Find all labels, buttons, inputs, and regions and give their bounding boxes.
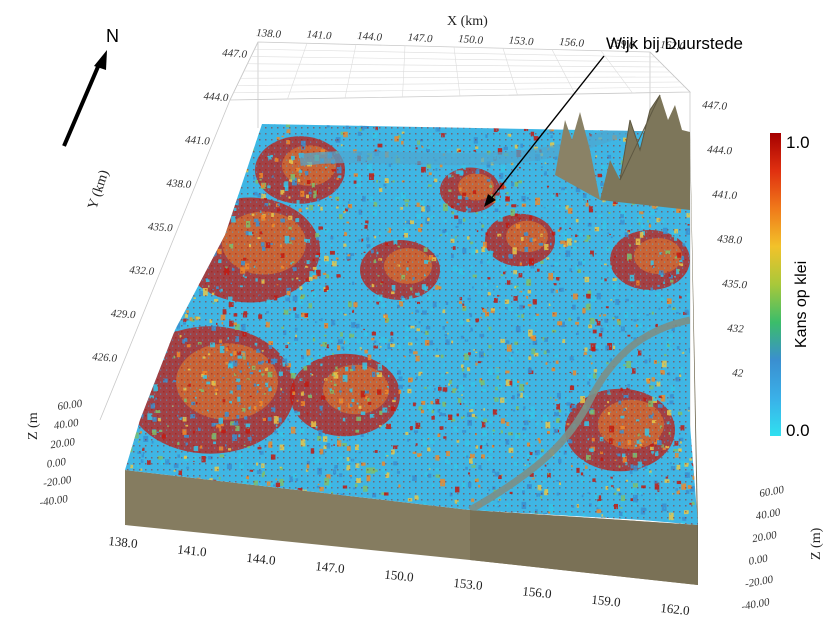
x-tick-bottom: 144.0: [246, 550, 277, 568]
y-tick-right: 435.0: [722, 278, 748, 292]
x-tick-top: 150.0: [458, 33, 484, 47]
y-tick-right: 444.0: [707, 144, 733, 158]
x-tick-bottom: 138.0: [108, 533, 139, 551]
x-tick-bottom: 162.0: [660, 600, 691, 617]
x-tick-top: 144.0: [357, 30, 383, 44]
colorbar-title: Kans op klei: [793, 261, 810, 348]
y-tick-right: 432: [727, 322, 745, 335]
z-tick-right: -40.00: [740, 596, 771, 613]
z-tick-left: 60.00: [57, 398, 84, 413]
y-tick-left: 441.0: [185, 134, 211, 148]
y-tick-right: 441.0: [712, 188, 738, 202]
colorbar-max-label: 1.0: [786, 133, 810, 152]
front-wall-shade: [470, 510, 698, 585]
x-axis-bottom-ticks: 138.0 141.0 144.0 147.0 150.0 153.0 156.0 159.0…: [108, 533, 691, 617]
x-tick-top: 156.0: [559, 36, 585, 50]
right-wall: [690, 132, 698, 585]
x-axis-top-ticks: 138.0 141.0 144.0 147.0 150.0 153.0 156.0 159.0…: [256, 27, 686, 53]
z-tick-left: -40.00: [39, 493, 69, 509]
z-axis-left-ticks: 60.00 40.00 20.00 0.00 -20.00 -40.00: [39, 398, 84, 509]
y-tick-left: 438.0: [166, 177, 192, 191]
y-tick-left: 426.0: [92, 351, 118, 365]
colorbar: 1.0 0.0 Kans op klei: [770, 133, 810, 440]
z-tick-left: 40.00: [53, 417, 80, 432]
north-arrow: N: [62, 26, 119, 147]
z-tick-right: -20.00: [744, 574, 775, 591]
north-label: N: [106, 26, 119, 46]
y-tick-left: 432.0: [129, 264, 155, 278]
z-axis-title-left: Z (m: [26, 412, 41, 440]
colorbar-bar: [770, 133, 781, 436]
x-tick-top: 162.0: [660, 39, 686, 53]
x-tick-bottom: 153.0: [453, 575, 484, 593]
y-tick-right: 42: [732, 367, 744, 380]
x-tick-top: 147.0: [407, 32, 433, 46]
y-tick-left: 444.0: [203, 90, 229, 104]
x-tick-top: 138.0: [256, 27, 282, 41]
annotation-label: Wijk bij Duurstede: [606, 34, 743, 53]
x-tick-top: 159.0: [609, 38, 635, 52]
z-axis-right-ticks: 60.00 40.00 20.00 0.00 -20.00 -40.00: [740, 484, 785, 613]
x-tick-bottom: 147.0: [315, 558, 346, 576]
x-tick-bottom: 141.0: [177, 541, 208, 559]
x-tick-bottom: 156.0: [522, 583, 553, 601]
x-tick-bottom: 150.0: [384, 567, 415, 585]
y-axis-title: Y (km): [86, 168, 113, 211]
colorbar-min-label: 0.0: [786, 421, 810, 440]
hills: [555, 94, 690, 210]
z-tick-right: 0.00: [748, 553, 770, 568]
z-tick-right: 60.00: [758, 484, 785, 500]
y-tick-left: 447.0: [222, 47, 248, 61]
x-tick-top: 141.0: [306, 29, 332, 43]
x-tick-top: 153.0: [508, 35, 534, 49]
z-tick-left: 20.00: [50, 436, 77, 451]
z-tick-right: 40.00: [755, 506, 782, 522]
x-axis-title: X (km): [447, 14, 488, 29]
z-tick-right: 20.00: [751, 529, 778, 545]
y-tick-left: 435.0: [148, 221, 174, 235]
x-tick-bottom: 159.0: [591, 592, 622, 610]
y-axis-right-ticks: 447.0 444.0 441.0 438.0 435.0 432 42: [702, 99, 748, 380]
z-axis-title-right: Z (m): [809, 527, 824, 560]
y-tick-left: 429.0: [110, 308, 136, 322]
z-tick-left: 0.00: [46, 456, 67, 471]
y-tick-right: 438.0: [717, 233, 743, 247]
annotation-wijk-bij-duurstede: Wijk bij Duurstede: [484, 34, 743, 207]
y-tick-right: 447.0: [702, 99, 728, 113]
z-tick-left: -20.00: [42, 474, 72, 490]
y-axis-left-ticks: 447.0 444.0 441.0 438.0 435.0 432.0 429.0 426.0: [92, 47, 248, 365]
